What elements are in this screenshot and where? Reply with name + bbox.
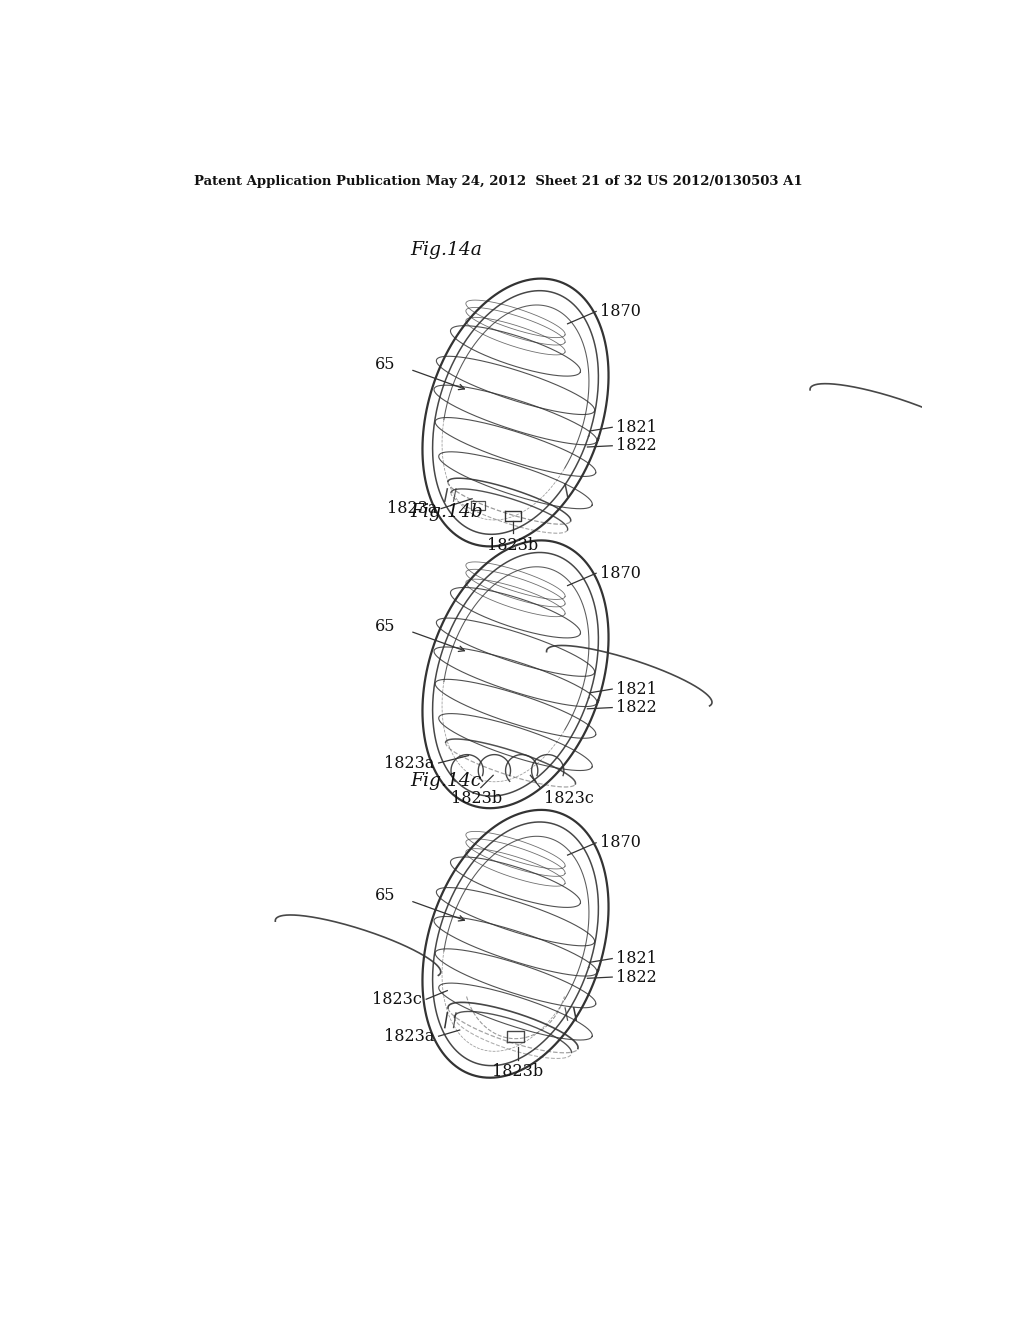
Text: 1821: 1821 — [616, 950, 657, 968]
Text: 1870: 1870 — [600, 834, 641, 851]
Text: 1822: 1822 — [616, 437, 656, 454]
Text: Patent Application Publication: Patent Application Publication — [194, 176, 421, 187]
Text: US 2012/0130503 A1: US 2012/0130503 A1 — [647, 176, 803, 187]
Text: May 24, 2012  Sheet 21 of 32: May 24, 2012 Sheet 21 of 32 — [426, 176, 643, 187]
Text: Fig.14c: Fig.14c — [410, 772, 481, 791]
Text: 1823b: 1823b — [452, 789, 503, 807]
Text: 1821: 1821 — [616, 681, 657, 697]
Text: 1823a: 1823a — [384, 755, 435, 771]
Text: Fig.14a: Fig.14a — [410, 240, 482, 259]
Text: 1870: 1870 — [600, 304, 641, 319]
Text: 1823b: 1823b — [487, 537, 539, 554]
Text: 1823c: 1823c — [544, 789, 594, 807]
Text: 1823a: 1823a — [384, 1028, 435, 1044]
Text: 1822: 1822 — [616, 969, 656, 986]
Text: 65: 65 — [375, 887, 395, 904]
Text: 65: 65 — [375, 618, 395, 635]
Text: 65: 65 — [375, 356, 395, 374]
Text: 1823a: 1823a — [387, 500, 437, 517]
Text: 1870: 1870 — [600, 565, 641, 582]
Text: Fig.14b: Fig.14b — [410, 503, 483, 520]
Text: 1823c: 1823c — [373, 991, 422, 1007]
Text: 1821: 1821 — [616, 418, 657, 436]
Text: 1823b: 1823b — [493, 1064, 544, 1081]
Text: 1822: 1822 — [616, 700, 656, 715]
